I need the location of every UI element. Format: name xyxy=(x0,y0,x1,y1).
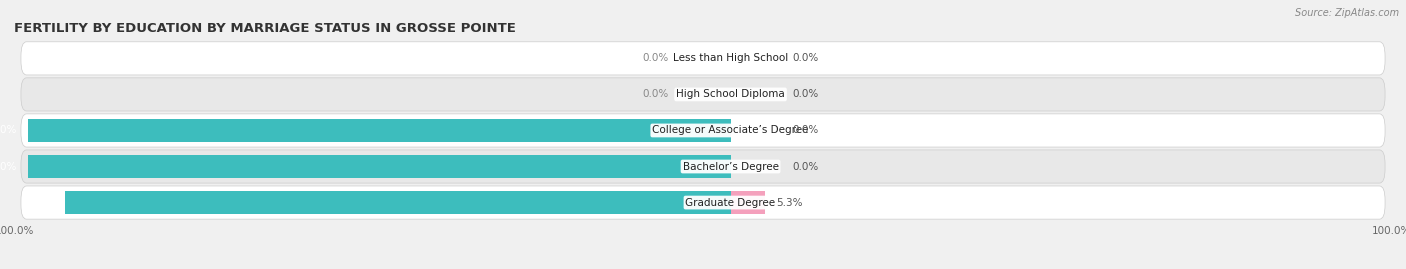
Text: 0.0%: 0.0% xyxy=(793,89,818,100)
Text: 100.0%: 100.0% xyxy=(0,161,17,172)
Bar xyxy=(65,191,731,214)
Text: FERTILITY BY EDUCATION BY MARRIAGE STATUS IN GROSSE POINTE: FERTILITY BY EDUCATION BY MARRIAGE STATU… xyxy=(14,22,516,35)
Text: 94.7%: 94.7% xyxy=(21,197,53,208)
Text: 5.3%: 5.3% xyxy=(776,197,803,208)
FancyBboxPatch shape xyxy=(21,114,1385,147)
Text: Bachelor’s Degree: Bachelor’s Degree xyxy=(682,161,779,172)
FancyBboxPatch shape xyxy=(21,150,1385,183)
Bar xyxy=(28,155,731,178)
FancyBboxPatch shape xyxy=(21,78,1385,111)
Text: High School Diploma: High School Diploma xyxy=(676,89,785,100)
Bar xyxy=(28,119,731,142)
Text: Source: ZipAtlas.com: Source: ZipAtlas.com xyxy=(1295,8,1399,18)
Text: College or Associate’s Degree: College or Associate’s Degree xyxy=(652,125,808,136)
FancyBboxPatch shape xyxy=(21,186,1385,219)
FancyBboxPatch shape xyxy=(21,42,1385,75)
Text: 0.0%: 0.0% xyxy=(793,161,818,172)
Text: Graduate Degree: Graduate Degree xyxy=(686,197,776,208)
Text: 0.0%: 0.0% xyxy=(643,89,669,100)
Text: 0.0%: 0.0% xyxy=(793,125,818,136)
Text: 0.0%: 0.0% xyxy=(793,53,818,63)
Text: 0.0%: 0.0% xyxy=(643,53,669,63)
Bar xyxy=(731,191,765,214)
Text: 100.0%: 100.0% xyxy=(0,125,17,136)
Text: Less than High School: Less than High School xyxy=(673,53,789,63)
